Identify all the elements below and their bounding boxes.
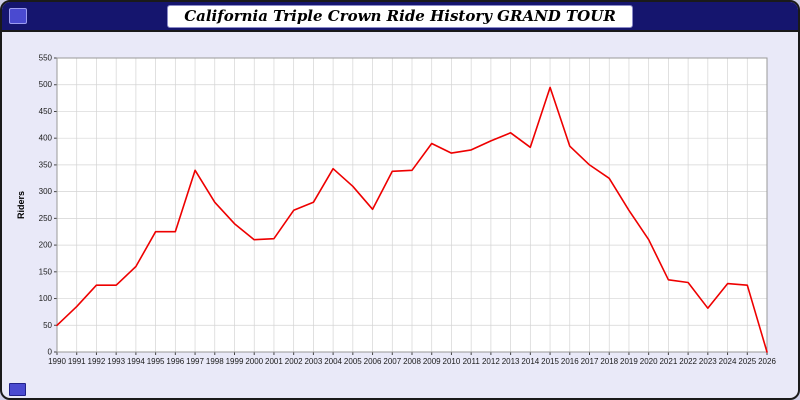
svg-text:1995: 1995: [147, 357, 165, 366]
svg-text:1996: 1996: [166, 357, 184, 366]
svg-text:1994: 1994: [127, 357, 145, 366]
svg-text:2004: 2004: [324, 357, 342, 366]
svg-text:150: 150: [39, 267, 53, 276]
svg-text:2021: 2021: [659, 357, 677, 366]
title-bar: California Triple Crown Ride History GRA…: [2, 2, 798, 32]
svg-text:1998: 1998: [206, 357, 224, 366]
svg-text:50: 50: [43, 321, 52, 330]
svg-text:550: 550: [39, 54, 53, 63]
svg-text:2007: 2007: [383, 357, 401, 366]
svg-text:1999: 1999: [226, 357, 244, 366]
svg-text:2012: 2012: [482, 357, 500, 366]
svg-text:2008: 2008: [403, 357, 421, 366]
svg-text:300: 300: [39, 187, 53, 196]
svg-text:450: 450: [39, 107, 53, 116]
svg-text:1992: 1992: [88, 357, 106, 366]
svg-text:0: 0: [48, 348, 53, 357]
svg-text:2023: 2023: [699, 357, 717, 366]
svg-text:400: 400: [39, 134, 53, 143]
svg-text:2013: 2013: [502, 357, 520, 366]
riders-series-line: [56, 86, 768, 353]
svg-text:2019: 2019: [620, 357, 638, 366]
svg-text:2010: 2010: [443, 357, 461, 366]
svg-text:2011: 2011: [463, 357, 481, 366]
app-window-icon: [9, 8, 27, 24]
svg-text:2026: 2026: [758, 357, 776, 366]
svg-text:2017: 2017: [581, 357, 599, 366]
svg-text:2015: 2015: [541, 357, 559, 366]
svg-text:2014: 2014: [521, 357, 539, 366]
corner-decoration-icon: [9, 383, 26, 396]
svg-text:2022: 2022: [679, 357, 697, 366]
svg-text:2003: 2003: [304, 357, 322, 366]
svg-text:Riders: Riders: [16, 191, 26, 219]
svg-text:1991: 1991: [68, 357, 86, 366]
svg-text:2025: 2025: [738, 357, 756, 366]
svg-text:250: 250: [39, 214, 53, 223]
svg-text:500: 500: [39, 80, 53, 89]
svg-text:200: 200: [39, 241, 53, 250]
page-title: California Triple Crown Ride History GRA…: [184, 6, 616, 25]
svg-text:2020: 2020: [640, 357, 658, 366]
chart-panel: 0 50 100 150 200 250 300 350 400 450 500 550 1990 199…: [12, 34, 792, 394]
svg-text:1993: 1993: [107, 357, 125, 366]
svg-text:100: 100: [39, 294, 53, 303]
svg-text:2000: 2000: [245, 357, 263, 366]
svg-text:2024: 2024: [719, 357, 737, 366]
svg-text:1997: 1997: [186, 357, 204, 366]
svg-text:2016: 2016: [561, 357, 579, 366]
svg-text:2018: 2018: [600, 357, 618, 366]
svg-text:2009: 2009: [423, 357, 441, 366]
svg-text:2006: 2006: [364, 357, 382, 366]
title-box: California Triple Crown Ride History GRA…: [167, 4, 633, 28]
svg-text:1990: 1990: [48, 357, 66, 366]
svg-text:2005: 2005: [344, 357, 362, 366]
svg-text:2001: 2001: [265, 357, 283, 366]
svg-text:350: 350: [39, 160, 53, 169]
svg-text:2002: 2002: [285, 357, 303, 366]
